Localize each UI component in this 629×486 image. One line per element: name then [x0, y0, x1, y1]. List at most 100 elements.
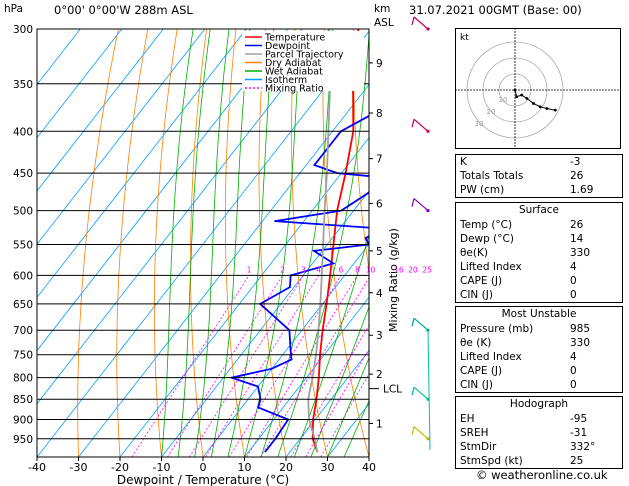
hodo-value: 25 [570, 455, 584, 467]
isotherm-line [78, 83, 369, 457]
unstable-value: 330 [570, 337, 591, 349]
unstable-row: CAPE (J) 0 [456, 364, 622, 378]
hodo-label: StmSpd (kt) [460, 455, 523, 467]
surface-value: 4 [570, 261, 577, 273]
wet-adiabat-line [327, 356, 369, 457]
wet-adiabat-line [177, 29, 211, 457]
pressure-tick-label: 800 [13, 373, 33, 385]
pressure-tick-label: 300 [13, 24, 33, 36]
isotherm-line [161, 190, 369, 457]
profile-point [379, 176, 381, 178]
unstable-label: CIN (J) [460, 379, 493, 391]
pressure-tick-label: 850 [13, 394, 33, 406]
isotherm-line [37, 29, 330, 405]
pressure-tick-label: 950 [13, 434, 33, 446]
mixing-ratio-line [305, 348, 369, 457]
hodo-label: EH [460, 413, 475, 425]
surface-label: CAPE (J) [460, 275, 503, 287]
pressure-tick-label: 900 [13, 415, 33, 427]
copyright-footer: © weatheronline.co.uk [476, 468, 608, 482]
mixing-ratio-label: 4 [316, 265, 321, 274]
isotherm-line [285, 349, 369, 457]
wind-barb-flag [411, 387, 415, 396]
pressure-tick-label: 650 [13, 299, 33, 311]
index-label: K [460, 156, 467, 168]
surface-row: Dewp (°C) 14 [456, 232, 622, 246]
hodo-row: StmDir 332° [456, 440, 622, 454]
km-tick-label: 4 [376, 288, 383, 300]
hodograph-point [553, 108, 557, 112]
unstable-label: Lifted Index [460, 351, 522, 363]
wet-adiabat-line [161, 29, 194, 457]
surface-row: θe(K) 330 [456, 246, 622, 260]
isotherm-line [202, 243, 369, 457]
surface-label: Temp (°C) [460, 219, 513, 231]
wet-adiabat-line [310, 305, 369, 457]
legend-label: Parcel Trajectory [265, 50, 344, 61]
pressure-tick-label: 700 [13, 325, 33, 337]
legend-label: Temperature [264, 33, 325, 44]
pressure-tick-label: 450 [13, 168, 33, 180]
profile-point [391, 103, 393, 105]
mixing-ratio-axis-label: Mixing Ratio (g/kg) [387, 228, 400, 332]
legend-background [242, 31, 364, 91]
x-tick-label: -10 [153, 461, 171, 474]
surface-label: CIN (J) [460, 289, 493, 301]
km-tick-label: 2 [376, 369, 383, 381]
unstable-row: CIN (J) 0 [456, 378, 622, 392]
profile-point [364, 237, 367, 239]
x-tick-label: -20 [111, 461, 129, 474]
wind-barb [413, 317, 429, 331]
profile-point [274, 220, 276, 223]
hodograph-ring-label: 30 [475, 120, 484, 128]
profile-point [418, 73, 420, 75]
hodograph-point [532, 102, 535, 105]
surface-value: 0 [570, 275, 577, 287]
mixing-ratio-label: 2 [280, 265, 285, 274]
mixing-ratio-line [320, 373, 369, 457]
unstable-row: Lifted Index 4 [456, 350, 622, 364]
profile-point [373, 227, 375, 229]
unstable-value: 4 [570, 351, 577, 363]
isotherm-line [37, 29, 206, 245]
unstable-value: 985 [570, 323, 591, 335]
wind-barb [413, 386, 429, 400]
km-tick-label: 7 [376, 154, 383, 166]
profile-point [432, 28, 434, 30]
surface-label: θe(K) [460, 247, 488, 259]
profile-point [332, 262, 335, 265]
unstable-row: Pressure (mb) 985 [456, 322, 622, 336]
hodo-row: SREH -31 [456, 426, 622, 440]
height-unit-label: km [374, 3, 390, 15]
wind-barb-base [426, 27, 430, 31]
x-axis-label: Dewpoint / Temperature (°C) [117, 473, 289, 486]
legend-label: Dry Adiabat [265, 58, 322, 69]
hodo-row: StmSpd (kt) 25 [456, 454, 622, 468]
profile-point [313, 164, 316, 167]
parcel-trajectory-profile [307, 29, 332, 452]
index-row: PW (cm) 1.69 [456, 183, 622, 197]
index-value: -3 [570, 156, 581, 168]
wind-barb-base [426, 129, 430, 133]
hodograph-point [515, 95, 519, 99]
km-tick-label: 6 [376, 198, 383, 210]
wind-barb-flag [411, 119, 415, 128]
hodo-value: 332° [570, 441, 596, 453]
surface-value: 14 [570, 233, 584, 245]
isotherm-line [37, 29, 123, 139]
mixing-ratio-label: 8 [355, 265, 360, 274]
surface-row: Temp (°C) 26 [456, 218, 622, 232]
unstable-value: 0 [570, 379, 577, 391]
wind-barb [413, 198, 429, 212]
pressure-unit-label: hPa [4, 3, 23, 15]
unstable-row: θe (K) 330 [456, 336, 622, 350]
dewpoint-profile [228, 114, 369, 453]
wind-barb-base [426, 208, 430, 213]
hodograph-point [520, 93, 524, 97]
km-tick-label: 3 [376, 330, 383, 342]
index-value: 26 [570, 170, 584, 182]
km-tick-label: 8 [376, 108, 383, 120]
pressure-tick-label: 500 [13, 206, 33, 218]
